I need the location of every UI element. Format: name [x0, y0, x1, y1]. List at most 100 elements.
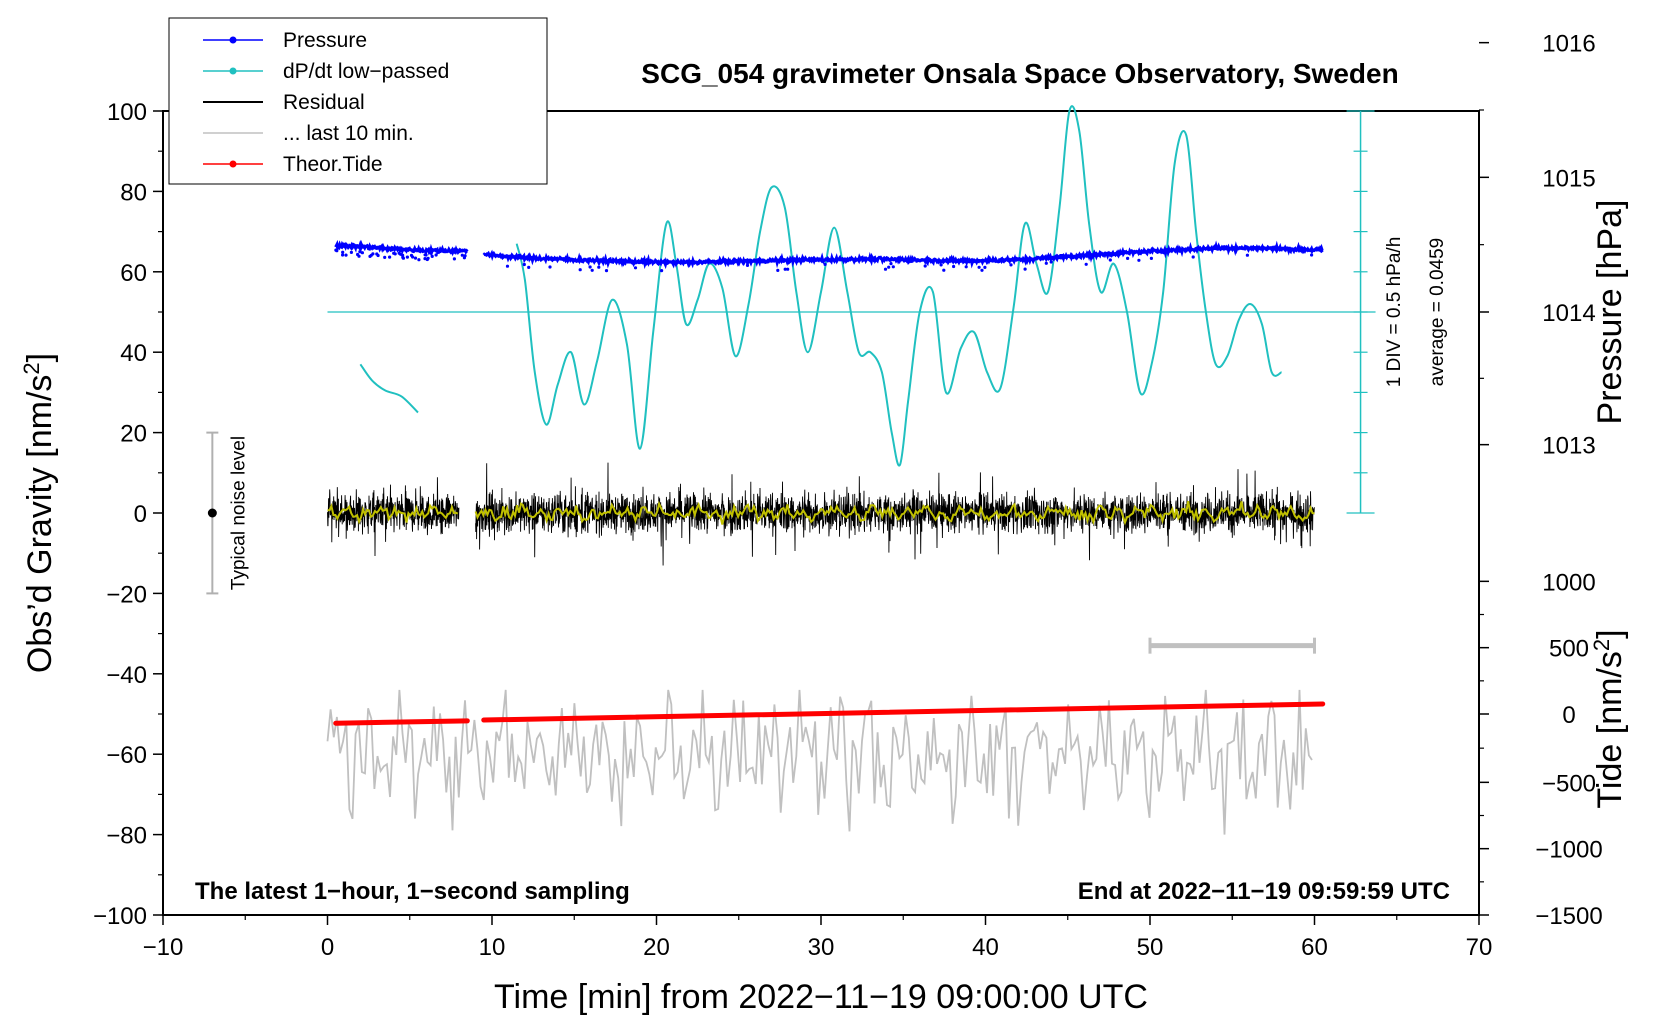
pressure-outlier-dot: [399, 252, 403, 256]
pressure-outlier-dot: [578, 268, 582, 272]
x-tick-label: 30: [808, 934, 835, 961]
pressure-outlier-dot: [383, 255, 387, 259]
tide-line: [481, 701, 1326, 723]
pressure-outlier-dot: [423, 253, 427, 257]
y-axis-title-main: Obs’d Gravity [nm/s: [21, 375, 59, 674]
tide-axis-title-sup: 2: [1589, 639, 1614, 651]
x-tick-label: −10: [143, 934, 184, 961]
pressure-outlier-dot: [425, 257, 429, 262]
pressure-outlier-dot: [527, 265, 531, 269]
pressure-outlier-dot: [548, 265, 552, 269]
legend-label: Pressure: [283, 29, 367, 52]
pressure-outlier-dot: [401, 256, 405, 260]
sampling-note: The latest 1−hour, 1−second sampling: [195, 878, 630, 905]
pressure-outlier-dot: [889, 262, 893, 266]
pressure-outlier-dot: [1044, 261, 1048, 265]
pressure-line: [334, 239, 469, 257]
pressure-outlier-dot: [409, 253, 414, 257]
pressure-outlier-dot: [745, 263, 750, 267]
pressure-outlier-dot: [597, 265, 601, 269]
pressure-tick-label: 1015: [1542, 165, 1595, 192]
pressure-outlier-dot: [430, 254, 434, 258]
legend-label: Theor.Tide: [283, 153, 383, 176]
time-scale-bar: [1148, 637, 1316, 654]
tide-axis: 1000 500 0 −500 −1000 −1500: [1479, 569, 1603, 930]
pressure-outlier-dot: [335, 249, 339, 253]
legend-swatch-marker: [229, 67, 237, 75]
legend-label: dP/dt low−passed: [283, 60, 449, 83]
pressure-outlier-dot: [983, 265, 987, 269]
pressure-outlier-dot: [463, 254, 467, 258]
y-tick-label: 40: [120, 340, 147, 367]
theoretical-tide-series: [333, 701, 1326, 726]
pressure-outlier-dot: [358, 250, 362, 254]
smoothed-residual-series: [327, 500, 1315, 526]
pressure-outlier-dot: [388, 255, 392, 259]
y-tick-label: −80: [106, 823, 147, 850]
pressure-outlier-dot: [923, 264, 927, 268]
pressure-outlier-dot: [588, 265, 592, 269]
pressure-outlier-dot: [344, 253, 348, 257]
pressure-outlier-dot: [891, 265, 895, 269]
pressure-axis-title: Pressure [hPa]: [1591, 200, 1629, 425]
pressure-outlier-dot: [887, 265, 891, 269]
legend-swatch-marker: [229, 160, 237, 168]
tide-tick-label: 500: [1549, 636, 1589, 663]
y-tick-label: −60: [106, 742, 147, 769]
noise-level-bar: Typical noise level: [206, 431, 249, 595]
tide-tick-label: 1000: [1542, 569, 1595, 596]
smoothed-residual-line: [474, 500, 1315, 526]
x-tick-label: 60: [1301, 934, 1328, 961]
pressure-outlier-dot: [341, 253, 345, 257]
pressure-outlier-dot: [1023, 267, 1027, 271]
pressure-outlier-dot: [369, 253, 373, 257]
pressure-outlier-dot: [341, 250, 345, 254]
pressure-outlier-dot: [1049, 260, 1053, 264]
y-tick-label: −40: [106, 662, 147, 689]
pressure-outlier-dot: [776, 268, 780, 272]
pressure-outlier-dot: [604, 269, 609, 273]
pressure-outlier-dot: [1126, 256, 1130, 260]
y-tick-label: 20: [120, 421, 147, 448]
pressure-outlier-dot: [1245, 253, 1249, 257]
pressure-outlier-dot: [980, 268, 984, 272]
pressure-outlier-dot: [952, 264, 956, 269]
pressure-outlier-dot: [1191, 255, 1195, 259]
pressure-series: [334, 239, 1324, 273]
tide-tick-label: −1500: [1535, 903, 1602, 930]
pressure-outlier-dot: [452, 257, 456, 261]
legend-label: Residual: [283, 91, 365, 114]
noise-bar-center-dot: [207, 508, 217, 518]
pressure-outlier-dot: [660, 269, 664, 273]
pressure-outlier-dot: [393, 252, 397, 256]
pressure-outlier-dot: [360, 251, 364, 255]
pressure-outlier-dot: [349, 250, 353, 254]
smoothed-residual-line: [327, 502, 459, 525]
pressure-outlier-dot: [376, 253, 380, 258]
x-tick-label: 40: [972, 934, 999, 961]
pressure-axis: 10131014101510161017: [1479, 31, 1596, 460]
pressure-outlier-dot: [590, 268, 594, 272]
pressure-outlier-dot: [1108, 258, 1112, 262]
y-tick-label: −100: [93, 903, 147, 930]
legend: Pressure dP/dt low−passed Residual ... last…: [168, 17, 548, 185]
tide-axis-title: Tide [nm/s2]: [1589, 629, 1629, 808]
dpdt-axis: [327, 110, 1376, 514]
y-tick-label: 0: [134, 501, 147, 528]
pressure-outlier-dot: [1084, 262, 1088, 266]
legend-label: ... last 10 min.: [283, 122, 414, 145]
y-axis-title-end: ]: [21, 353, 59, 362]
x-tick-label: 20: [643, 934, 670, 961]
x-axis: −10 0 10 20 30 40 50 60 70: [143, 915, 1492, 961]
pressure-outlier-dot: [977, 265, 981, 269]
y-tick-label: −20: [106, 581, 147, 608]
pressure-outlier-dot: [633, 266, 638, 270]
pressure-outlier-dot: [434, 253, 438, 257]
pressure-tick-label: 1013: [1542, 433, 1595, 460]
last-10-min-line: [326, 689, 1313, 835]
x-tick-label: 50: [1137, 934, 1164, 961]
pressure-outlier-dot: [1137, 258, 1141, 262]
tide-axis-title-main: Tide [nm/s: [1591, 651, 1629, 808]
tide-tick-label: −1000: [1535, 837, 1602, 864]
